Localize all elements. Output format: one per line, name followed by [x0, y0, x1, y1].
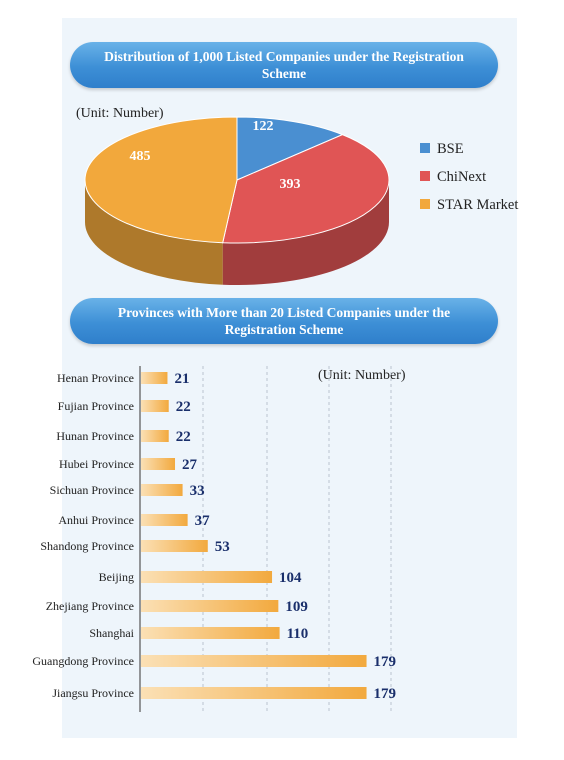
category-label: Sichuan Province — [50, 483, 134, 497]
pie-slice-bse — [236, 116, 344, 181]
bar-henan-province — [141, 372, 168, 384]
bar-value-label: 22 — [176, 429, 191, 445]
pie-slice-chinext — [222, 134, 390, 244]
bar-unit-label: (Unit: Number) — [318, 368, 406, 383]
pie-side-chinext — [222, 180, 389, 285]
bar-value-label: 109 — [285, 599, 308, 615]
bar-jiangsu-province — [141, 687, 367, 699]
bar-title-banner: Provinces with More than 20 Listed Compa… — [70, 298, 498, 344]
pie-chart: 122 393 485 BSE ChiNext STAR Market — [84, 116, 518, 285]
bar-value-label: 21 — [174, 371, 189, 387]
legend-swatch-chinext — [420, 171, 430, 181]
bar-anhui-province — [141, 514, 188, 526]
legend-swatch-star-market — [420, 199, 430, 209]
pie-side-walls — [85, 180, 389, 285]
bar-zhejiang-province — [141, 600, 279, 612]
legend-label-bse: BSE — [437, 141, 464, 157]
bar-value-label: 37 — [195, 513, 211, 529]
bar-fujian-province — [141, 400, 169, 412]
bar-value-label: 27 — [182, 457, 198, 473]
bar-value-label: 33 — [190, 483, 205, 499]
bar-guangdong-province — [141, 655, 367, 667]
pie-side-star-market — [85, 180, 223, 285]
pie-title: Distribution of 1,000 Listed Companies u… — [104, 49, 464, 81]
category-label: Anhui Province — [58, 513, 134, 527]
legend-label-star-market: STAR Market — [437, 197, 518, 213]
legend-label-chinext: ChiNext — [437, 169, 486, 185]
bar-sichuan-province — [141, 484, 183, 496]
bar-chart: Henan Province 21 Fujian Province 22 Hunan P… — [32, 366, 397, 712]
pie-value-label: 393 — [280, 177, 301, 192]
category-label: Zhejiang Province — [46, 599, 134, 613]
legend-swatch-bse — [420, 143, 430, 153]
bar-hubei-province — [141, 458, 176, 470]
category-label: Guangdong Province — [32, 654, 134, 668]
category-label: Beijing — [99, 570, 134, 584]
bar-value-label: 53 — [215, 539, 230, 555]
bar-beijing — [141, 571, 273, 583]
pie-slice-star-market — [84, 116, 238, 244]
pie-value-label: 485 — [130, 149, 151, 164]
category-label: Henan Province — [57, 371, 134, 385]
pie-title-banner: Distribution of 1,000 Listed Companies u… — [70, 42, 498, 88]
pie-value-label: 122 — [253, 119, 274, 134]
bar-shandong-province — [141, 540, 208, 552]
bar-value-label: 179 — [374, 686, 397, 702]
pie-top-faces — [84, 116, 390, 244]
bar-grid — [202, 366, 392, 712]
pie-unit-label: (Unit: Number) — [76, 106, 164, 121]
bar-value-label: 179 — [374, 654, 397, 670]
category-label: Jiangsu Province — [52, 686, 134, 700]
category-label: Shanghai — [89, 626, 134, 640]
bar-shanghai — [141, 627, 280, 639]
bar-value-label: 110 — [287, 626, 309, 642]
category-label: Hunan Province — [56, 429, 134, 443]
bar-hunan-province — [141, 430, 169, 442]
bar-title: Provinces with More than 20 Listed Compa… — [117, 305, 451, 337]
bar-value-label: 104 — [279, 570, 302, 586]
bar-value-label: 22 — [176, 399, 191, 415]
category-label: Shandong Province — [40, 539, 134, 553]
category-label: Fujian Province — [58, 399, 134, 413]
category-label: Hubei Province — [59, 457, 134, 471]
